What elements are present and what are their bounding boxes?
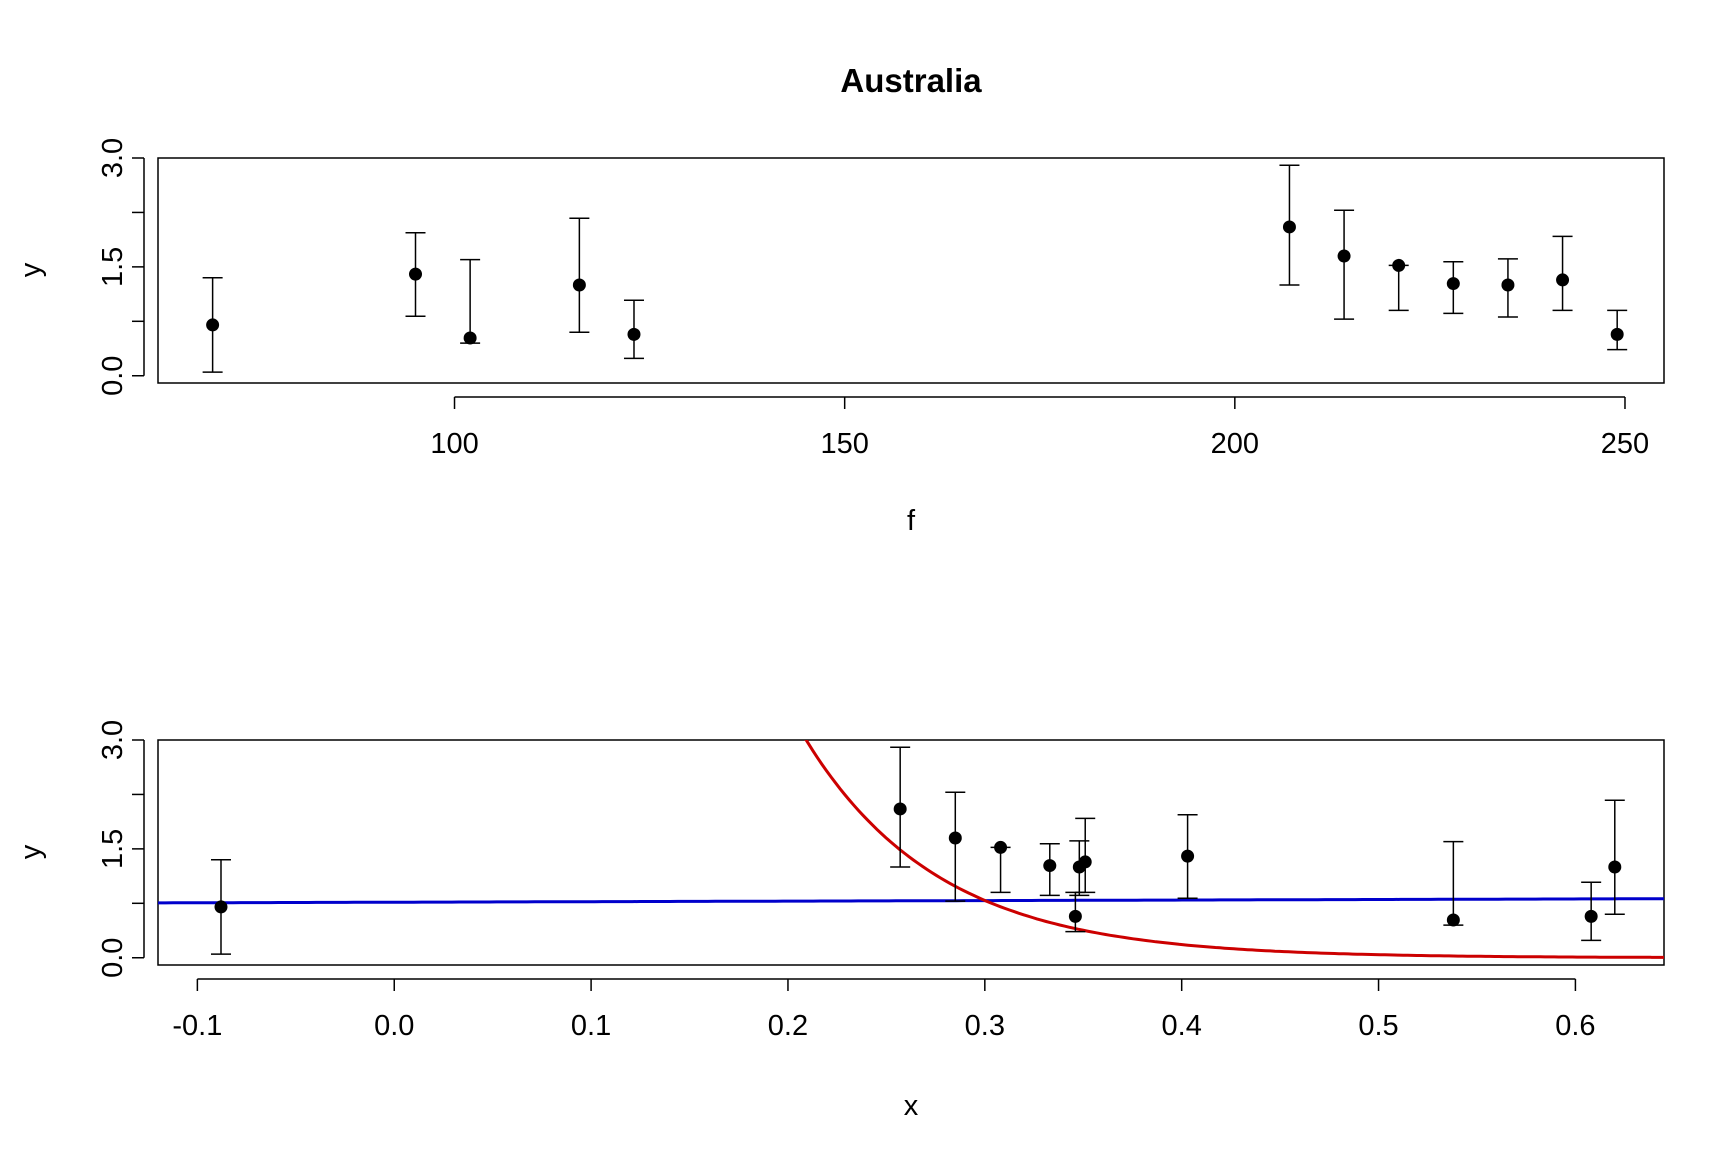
red-fit-curve — [804, 740, 1664, 959]
data-point — [627, 327, 641, 341]
x-tick-label: 100 — [430, 428, 478, 460]
data-point — [1610, 327, 1624, 341]
x-tick-label: 0.4 — [1162, 1010, 1202, 1042]
y-tick-label: 3.0 — [97, 720, 129, 760]
data-point — [463, 331, 477, 345]
data-point — [214, 900, 228, 914]
data-point — [1337, 249, 1351, 263]
bottom-axes: -0.1 0.0 0.1 0.2 0.3 0.4 0.5 0.6 0.0 1.5 3.0 — [97, 720, 1596, 1042]
top-data-marks — [202, 164, 1628, 373]
bottom-panel: -0.1 0.0 0.1 0.2 0.3 0.4 0.5 0.6 0.0 1.5 3.0 x y — [15, 720, 1665, 1122]
top-plot-frame — [157, 157, 1665, 384]
data-point — [1556, 273, 1570, 287]
x-tick-label: 0.3 — [965, 1010, 1005, 1042]
top-y-axis-label: y — [15, 262, 47, 277]
data-point — [1608, 860, 1622, 874]
data-point — [1392, 258, 1406, 272]
data-point — [206, 318, 220, 332]
bottom-plot-frame — [157, 739, 1665, 966]
chart-title: Australia — [840, 62, 982, 99]
data-point — [1282, 220, 1296, 234]
x-tick-label: 250 — [1601, 428, 1649, 460]
data-point — [893, 802, 907, 816]
data-point — [1584, 909, 1598, 923]
top-panel: 100 150 200 250 0.0 1.5 3.0 f y — [15, 138, 1665, 537]
y-tick-label: 1.5 — [97, 829, 129, 869]
data-point — [1446, 913, 1460, 927]
top-axes: 100 150 200 250 0.0 1.5 3.0 — [97, 138, 1649, 460]
data-point — [994, 840, 1008, 854]
bottom-fit-lines — [158, 740, 1664, 959]
bottom-data-marks — [210, 746, 1625, 955]
x-tick-label: 0.5 — [1358, 1010, 1398, 1042]
top-x-axis-label: f — [907, 505, 916, 537]
x-tick-label: -0.1 — [172, 1010, 222, 1042]
data-point — [1446, 277, 1460, 291]
data-point — [1078, 855, 1092, 869]
data-point — [1043, 859, 1057, 873]
x-tick-label: 200 — [1211, 428, 1259, 460]
x-tick-label: 0.6 — [1555, 1010, 1595, 1042]
bottom-x-axis-label: x — [904, 1090, 919, 1122]
x-tick-label: 0.0 — [374, 1010, 414, 1042]
data-point — [948, 831, 962, 845]
x-tick-label: 0.2 — [768, 1010, 808, 1042]
x-tick-label: 150 — [820, 428, 868, 460]
data-point — [1181, 849, 1195, 863]
y-tick-label: 0.0 — [97, 356, 129, 396]
data-point — [1501, 278, 1515, 292]
x-tick-label: 0.1 — [571, 1010, 611, 1042]
data-point — [409, 267, 423, 281]
y-tick-label: 3.0 — [97, 138, 129, 178]
data-point — [572, 278, 586, 292]
data-point — [1068, 909, 1082, 923]
y-tick-label: 0.0 — [97, 938, 129, 978]
y-tick-label: 1.5 — [97, 247, 129, 287]
blue-fit-line — [158, 897, 1664, 905]
bottom-y-axis-label: y — [15, 844, 47, 859]
